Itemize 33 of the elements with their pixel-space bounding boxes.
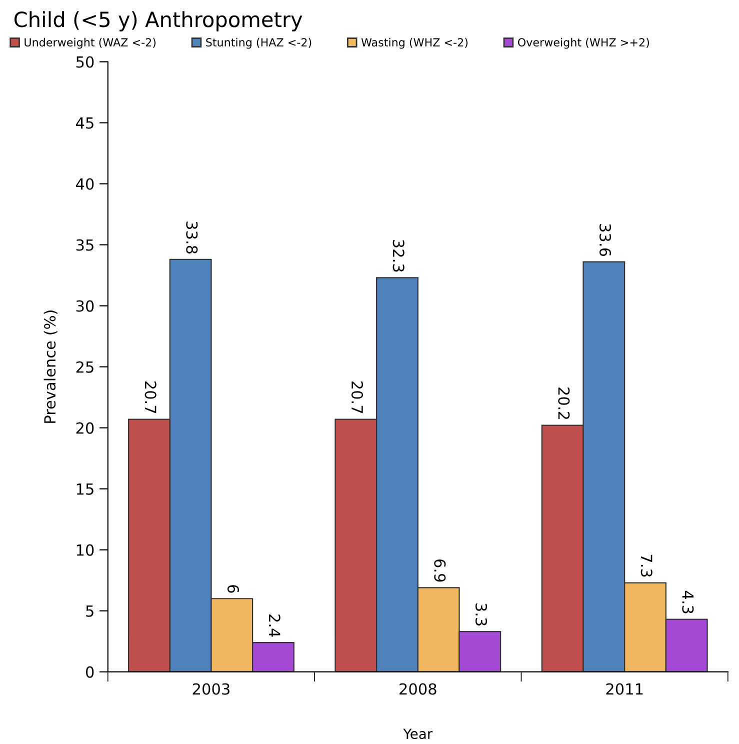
legend-label: Wasting (WHZ <-2) [361,38,468,49]
legend-label: Stunting (HAZ <-2) [206,38,312,49]
legend-label: Overweight (WHZ >+2) [518,38,649,49]
data-label: 6 [227,585,240,593]
data-label: 6.9 [434,560,446,582]
y-tick-label: 0 [86,666,94,678]
y-axis-title: Prevalence (%) [44,310,58,423]
data-label: 20.7 [144,381,156,414]
y-tick-label: 15 [76,483,94,495]
data-label: 20.2 [558,388,570,419]
data-label: 2.4 [269,614,280,637]
y-tick-label: 20 [76,422,94,434]
y-tick-label: 40 [76,178,94,190]
y-tick-label: 25 [76,361,94,373]
y-tick-label: 50 [76,56,94,68]
data-label: 7.3 [640,554,652,577]
x-tick-label: 2003 [192,683,230,695]
x-tick-label: 2011 [606,683,643,695]
data-label: 32.3 [392,240,404,272]
data-label: 33.8 [186,222,198,254]
y-tick-label: 30 [76,300,94,312]
y-tick-label: 35 [76,239,94,251]
x-axis-title: Year [403,728,433,740]
legend-label: Underweight (WAZ <-2) [24,38,156,49]
data-label: 33.6 [599,224,612,256]
y-tick-label: 5 [86,605,94,617]
data-label: 20.7 [351,381,364,414]
x-tick-label: 2008 [400,683,436,695]
data-label: 4.3 [682,590,694,614]
chart-title: Child (<5 y) Anthropometry [14,11,302,32]
y-tick-label: 45 [76,117,94,129]
y-tick-label: 10 [76,544,94,556]
data-label: 3.3 [475,604,488,626]
